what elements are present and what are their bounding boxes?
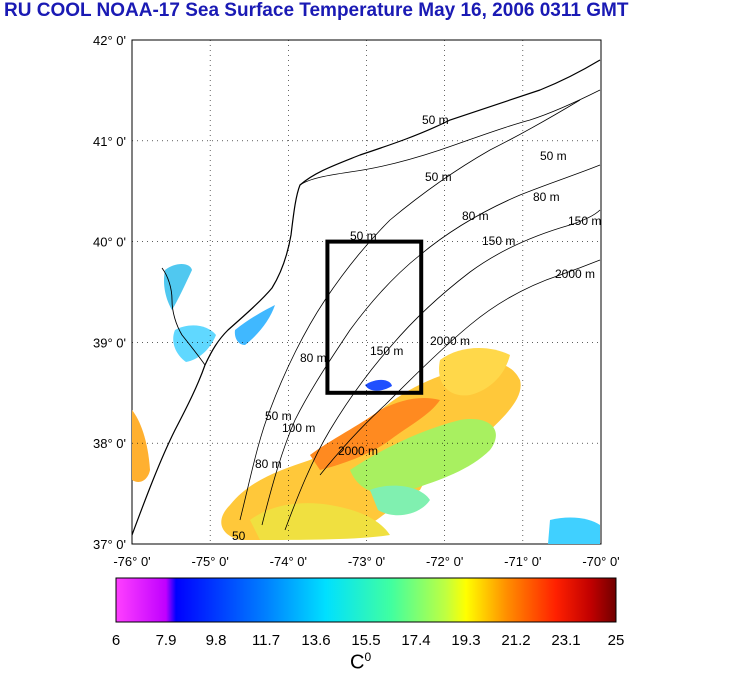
contour-label: 150 m [482,234,515,248]
longitude-tick-label: -73° 0' [348,554,385,569]
colorbar-tick-label: 13.6 [301,632,331,649]
colorbar-tick-label: 9.8 [205,632,227,649]
contour-label: 150 m [370,344,403,358]
latitude-tick-label: 37° 0' [93,537,126,552]
sst-patch-lower [250,503,390,540]
longitude-tick-label: -70° 0' [582,554,619,569]
longitude-tick-label: -76° 0' [113,554,150,569]
isobath-50 [239,99,581,521]
sst-patch-blue [365,379,392,391]
colorbar-tick-label: 7.9 [155,632,177,649]
contour-label: 50 m [350,229,377,243]
longitude-tick-label: -75° 0' [192,554,229,569]
coastline [132,59,601,536]
coastline-inner [299,89,601,186]
contour-label: 80 m [533,190,560,204]
contour-label: 50 [232,529,246,543]
isobath-80 [261,164,601,526]
latitude-tick-label: 38° 0' [93,436,126,451]
contour-label: 150 m [568,214,601,228]
latitude-tick-label: 42° 0' [93,33,126,48]
colorbar-tick-label: 6 [111,632,121,649]
contour-label: 2000 m [338,444,378,458]
graticule [132,40,601,544]
isobath-2000 [319,259,601,476]
contour-label: 100 m [282,421,315,435]
colorbar-ticks: 6 7.9 9.8 11.7 13.6 15.5 17.4 19.3 21.2 23.1 25 [0,632,736,652]
colorbar-tick-label: 25 [607,632,625,649]
colorbar-tick-label: 21.2 [501,632,531,649]
colorbar-tick-label: 17.4 [401,632,431,649]
contour-labels: 50 m 50 m 80 m 50 m 80 m 150 m 150 m 200… [232,113,601,543]
sst-patches [132,264,600,544]
sst-patch-bay [173,325,216,362]
colorbar-unit-label: C0 [350,650,371,675]
map-title: RU COOL NOAA-17 Sea Surface Temperature … [4,0,629,21]
colorbar-unit: C [350,651,365,674]
contour-label: 2000 m [430,334,470,348]
sst-patch-coast [234,305,275,345]
sst-patch-east [548,517,600,544]
sst-patch-warm-core [310,398,440,470]
latitude-tick-label: 39° 0' [93,335,126,350]
study-area-box [325,239,424,395]
contour-label: 50 m [265,409,292,423]
sst-patch-west [132,410,150,482]
longitude-tick-label: -71° 0' [504,554,541,569]
colorbar-tick-label: 23.1 [551,632,581,649]
sst-patch-green [350,419,496,494]
bay-outline [161,267,206,366]
contour-label: 50 m [425,170,452,184]
sst-patch-south [221,363,521,540]
latitude-tick-label: 41° 0' [93,134,126,149]
contour-label: 80 m [255,457,282,471]
sst-patch-river [163,264,192,310]
longitude-axis: -76° 0' -75° 0' -74° 0' -73° 0' -72° 0' -71° … [113,554,619,569]
contour-label: 2000 m [555,267,595,281]
latitude-tick-label: 40° 0' [93,235,126,250]
contour-label: 80 m [300,351,327,365]
colorbar-tick-label: 19.3 [451,632,481,649]
contour-label: 50 m [540,149,567,163]
contour-label: 50 m [422,113,449,127]
sst-patch-north [439,348,510,396]
longitude-tick-label: -74° 0' [270,554,307,569]
isobath-150 [284,209,601,531]
colorbar-unit-superscript: 0 [364,650,372,664]
contour-label: 80 m [462,209,489,223]
colorbar-tick-label: 15.5 [351,632,381,649]
longitude-tick-label: -72° 0' [426,554,463,569]
colorbar-tick-label: 11.7 [251,632,281,649]
sst-patch-cool [370,485,430,516]
colorbar [115,577,617,623]
latitude-axis: 42° 0' 41° 0' 40° 0' 39° 0' 38° 0' 37° 0' [93,33,126,552]
isobaths [239,99,601,531]
